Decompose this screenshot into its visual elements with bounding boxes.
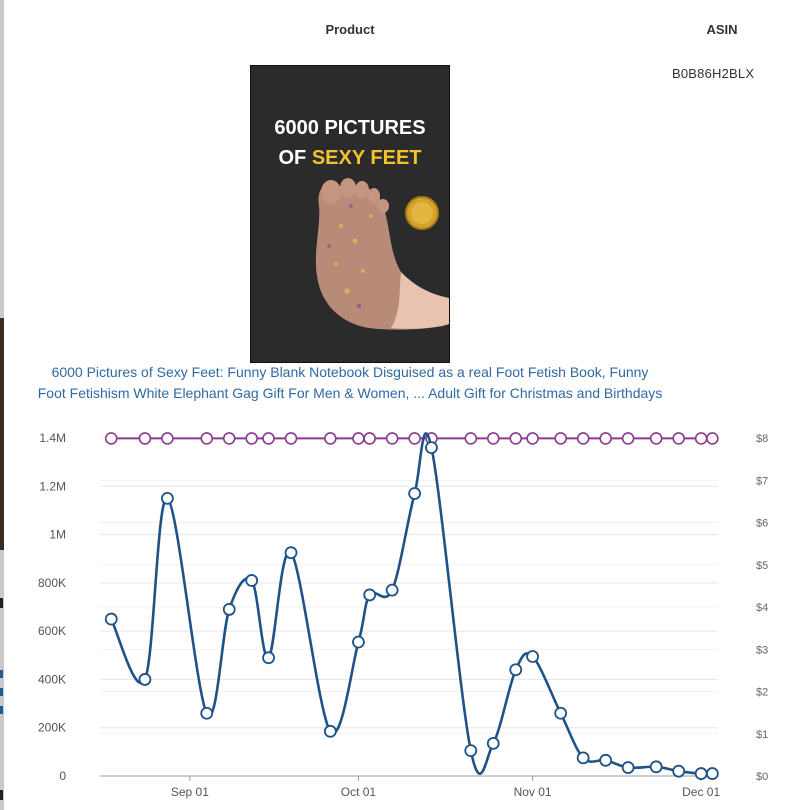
background-fragment: [0, 706, 3, 714]
rank-point: [672, 764, 686, 778]
y-left-tick-label: 400K: [38, 672, 66, 686]
price-point: [554, 432, 567, 445]
price-point: [509, 432, 523, 445]
price-point: [284, 432, 298, 445]
price-point: [262, 432, 275, 445]
price-point: [706, 432, 719, 445]
price-point: [464, 432, 478, 445]
y-right-tick-label: $5: [756, 560, 768, 572]
y-right-tick-label: $6: [756, 518, 768, 530]
cover-title-line1: 6000 PICTURES: [274, 117, 425, 139]
rank-point: [408, 487, 422, 500]
asin-value: B0B86H2BLX: [672, 66, 755, 81]
product-title-link[interactable]: 6000 Pictures of Sexy Feet: Funny Blank …: [37, 364, 663, 401]
rank-point: [262, 651, 275, 665]
cover-title-highlight: SEXY FEET: [312, 147, 422, 169]
price-point: [363, 432, 376, 445]
rank-point: [705, 767, 719, 780]
rank-point: [200, 706, 214, 720]
cover-badge-inner: [411, 202, 433, 224]
rank-point: [245, 574, 259, 587]
y-right-tick-label: $3: [756, 644, 768, 656]
y-right-tick-label: $2: [756, 687, 768, 699]
background-fragment: [0, 670, 3, 678]
rank-point: [649, 760, 663, 774]
rank-point: [161, 491, 174, 505]
background-fragment: [0, 688, 3, 696]
price-point: [104, 432, 118, 445]
rank-point: [486, 737, 500, 750]
right-axis-labels: $0 $1 $2 $3 $4 $5 $6 $7 $8: [756, 433, 768, 783]
rank-series-line: [110, 432, 713, 776]
y-right-tick-label: $7: [756, 475, 768, 487]
price-point: [245, 432, 258, 445]
y-left-tick-label: 800K: [38, 576, 66, 590]
y-right-tick-label: $4: [756, 602, 768, 614]
price-point: [599, 432, 612, 445]
price-point: [200, 432, 214, 445]
rank-point: [104, 612, 118, 626]
product-column-header: Product: [325, 22, 375, 37]
price-point: [352, 432, 365, 445]
y-left-tick-label: 1.2M: [39, 479, 66, 493]
background-thumbnail: [0, 318, 4, 550]
rank-point: [576, 751, 590, 765]
price-point: [408, 432, 421, 445]
rank-point: [464, 744, 478, 758]
cover-title-line2: OF SEXY FEET: [278, 147, 421, 169]
price-point: [694, 432, 708, 445]
y-left-tick-label: 600K: [38, 624, 66, 638]
price-point: [222, 432, 236, 445]
cover-title-prefix: OF: [278, 147, 311, 169]
x-tick-label: Oct 01: [341, 785, 377, 799]
left-axis-labels: 0 200K 400K 600K 800K 1M 1.2M 1.4M: [38, 431, 66, 783]
background-page-edge: [0, 0, 4, 810]
rank-point: [352, 635, 365, 649]
rank-point: [526, 650, 539, 663]
y-right-tick-label: $0: [756, 771, 768, 783]
chart-gridlines: [100, 437, 718, 777]
price-point: [161, 432, 174, 445]
rank-point: [509, 663, 523, 677]
product-cover-image[interactable]: 6000 PICTURES OF SEXY FEET: [250, 65, 450, 363]
x-tick-label: Nov 01: [514, 785, 552, 799]
rank-point: [138, 673, 152, 686]
background-fragment: [0, 598, 3, 608]
rank-point: [694, 767, 708, 780]
price-point: [672, 432, 685, 445]
x-axis-labels: Sep 01 Oct 01 Nov 01 Dec 01: [171, 776, 720, 799]
chart-series: [104, 432, 719, 780]
rank-price-chart: 0 200K 400K 600K 800K 1M 1.2M 1.4M $0 $1 $2 $3 $4 $5…: [38, 431, 768, 799]
price-point: [138, 432, 152, 445]
price-point: [649, 432, 663, 445]
x-tick-label: Sep 01: [171, 785, 209, 799]
rank-point: [363, 588, 377, 602]
y-right-tick-label: $1: [756, 729, 768, 741]
price-point: [621, 432, 635, 445]
rank-point: [621, 761, 635, 774]
y-left-tick-label: 200K: [38, 721, 66, 735]
x-tick-label: Dec 01: [682, 785, 720, 799]
price-point: [385, 432, 399, 445]
price-point: [576, 432, 590, 445]
rank-point: [554, 706, 568, 720]
rank-point: [385, 583, 399, 597]
asin-column-header: ASIN: [706, 22, 738, 37]
rank-point: [222, 603, 236, 616]
price-point: [526, 432, 539, 445]
y-right-tick-label: $8: [756, 433, 768, 445]
rank-point: [425, 441, 438, 455]
rank-point: [284, 546, 298, 560]
price-point: [324, 432, 337, 445]
rank-point: [599, 753, 613, 767]
price-point: [486, 432, 500, 445]
background-fragment: [0, 790, 3, 800]
foot-illustration-icon: [315, 178, 449, 330]
y-left-tick-label: 0: [59, 769, 66, 783]
rank-point: [323, 724, 337, 738]
y-left-tick-label: 1M: [49, 528, 66, 542]
y-left-tick-label: 1.4M: [39, 431, 66, 445]
